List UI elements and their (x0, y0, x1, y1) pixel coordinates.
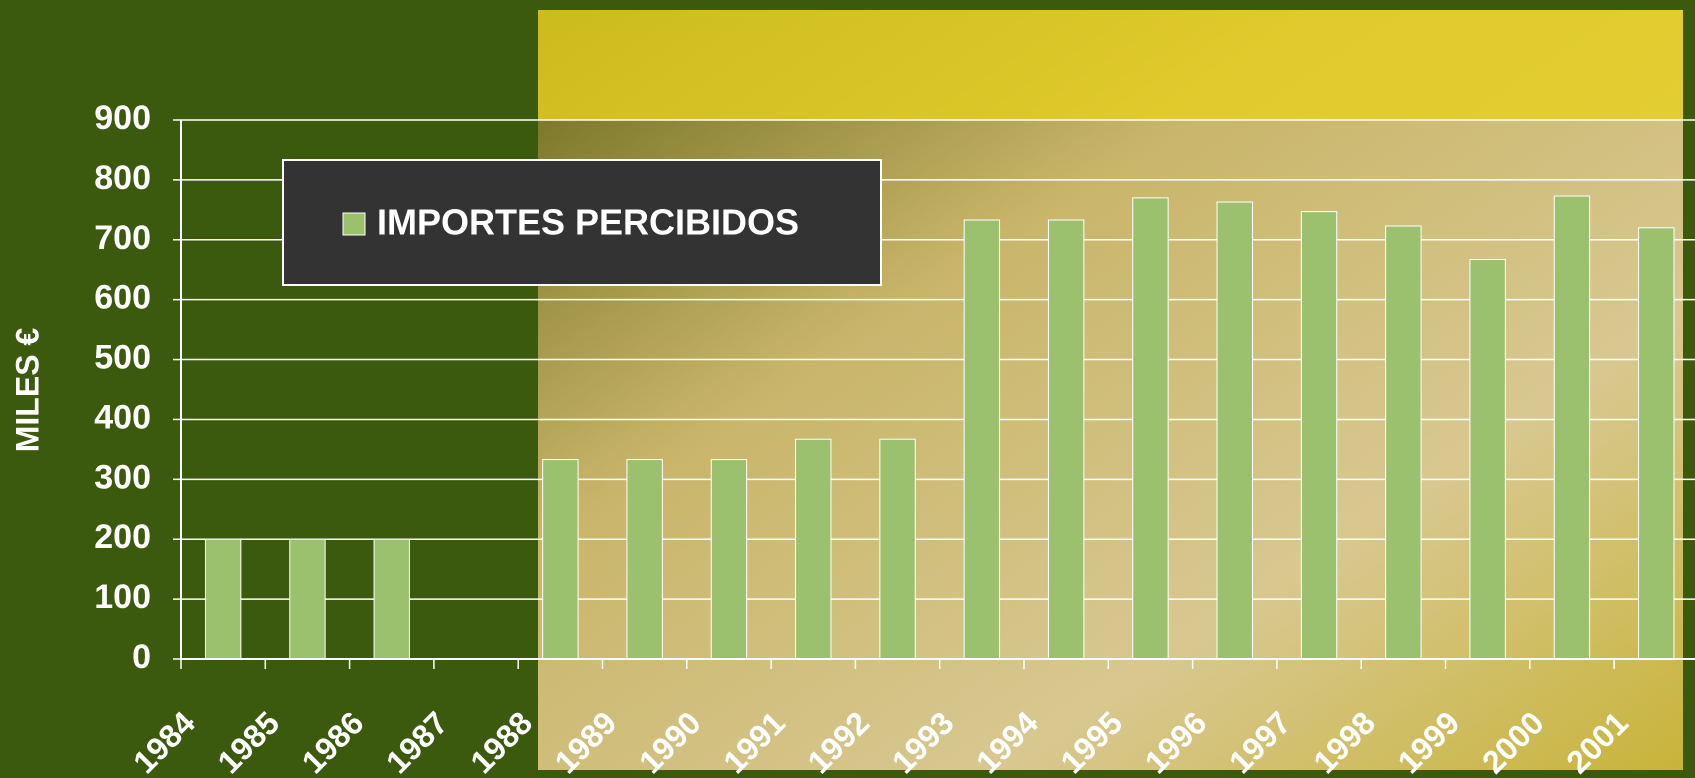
bar (711, 460, 746, 659)
y-tick-label: 500 (94, 339, 151, 377)
bar (1048, 220, 1083, 659)
y-tick-label: 400 (94, 398, 151, 436)
bar (205, 539, 240, 659)
photo-band (538, 10, 1683, 120)
background-photo (538, 10, 1683, 770)
bar (1386, 226, 1421, 659)
y-tick-label: 800 (94, 159, 151, 197)
y-tick-label: 100 (94, 578, 151, 616)
bar (1133, 198, 1168, 659)
bar (964, 220, 999, 659)
bar (543, 460, 578, 659)
bar (1554, 196, 1589, 659)
y-axis-label: MILES € (9, 328, 45, 453)
bar (796, 439, 831, 659)
bar (1639, 228, 1674, 659)
chart: MILES € 01002003004005006007008009001984… (0, 0, 1695, 778)
bar (627, 460, 662, 659)
bar (290, 539, 325, 659)
bar (1301, 212, 1336, 659)
bar (880, 439, 915, 659)
y-tick-label: 0 (132, 638, 151, 676)
y-tick-label: 900 (94, 99, 151, 137)
legend-label: IMPORTES PERCIBIDOS (377, 202, 799, 243)
bar (1470, 260, 1505, 659)
legend-swatch (343, 213, 365, 235)
y-tick-label: 200 (94, 518, 151, 556)
bar (1217, 202, 1252, 659)
y-tick-label: 300 (94, 458, 151, 496)
y-tick-label: 700 (94, 219, 151, 257)
bar (374, 539, 409, 659)
y-tick-label: 600 (94, 279, 151, 317)
